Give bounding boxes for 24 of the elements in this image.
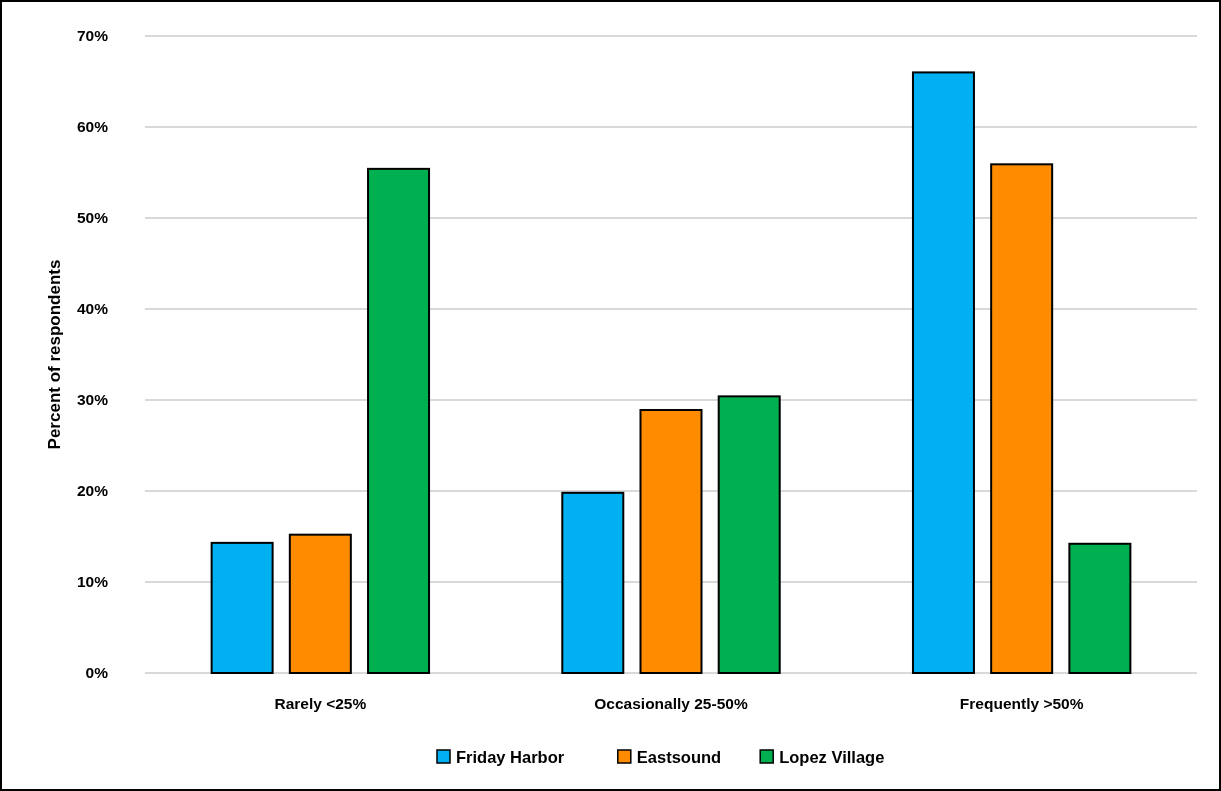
x-tick-label: Rarely <25%	[274, 695, 367, 712]
bar	[561, 491, 625, 674]
bar	[1068, 542, 1132, 674]
y-tick-label: 30%	[76, 391, 109, 409]
legend-label: Lopez Village	[779, 747, 885, 766]
y-axis-title: Percent of respondents	[45, 259, 64, 450]
y-tick-label: 20%	[76, 482, 109, 500]
x-tick-label: Frequently >50%	[959, 695, 1084, 712]
y-tick-label: 40%	[76, 300, 109, 318]
bar	[990, 163, 1054, 674]
legend-label: Eastsound	[636, 747, 722, 766]
bar	[367, 167, 431, 674]
bar	[210, 541, 274, 674]
y-tick-label: 0%	[85, 664, 109, 682]
y-tick-label: 70%	[76, 27, 109, 45]
bar	[288, 533, 352, 674]
x-tick-label: Occasionally 25-50%	[594, 695, 748, 712]
bar	[639, 409, 703, 674]
bar	[717, 395, 781, 674]
legend-label: Friday Harbor	[456, 747, 565, 766]
y-tick-label: 60%	[76, 118, 109, 136]
bar	[911, 71, 975, 674]
y-tick-label: 10%	[76, 573, 109, 591]
y-tick-label: 50%	[76, 209, 109, 227]
